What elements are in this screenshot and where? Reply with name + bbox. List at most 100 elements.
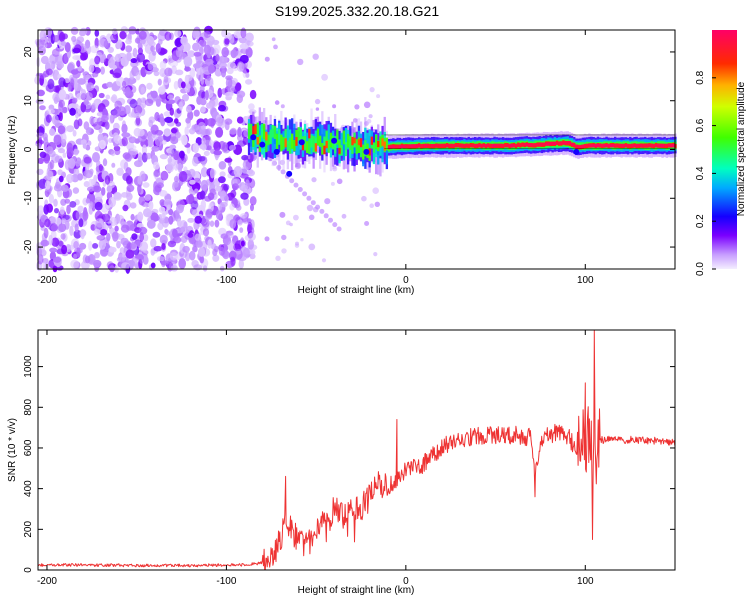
noise-cell: [139, 241, 149, 252]
noise-cell: [125, 45, 133, 53]
noise-cell: [45, 114, 52, 123]
noise-cell: [227, 240, 235, 251]
noise-cell: [53, 96, 59, 104]
noise-cell: [191, 124, 200, 131]
noise-cell: [42, 132, 48, 141]
noise-cell: [102, 158, 108, 167]
noise-cell: [79, 27, 88, 36]
noise-cell: [229, 129, 237, 135]
tone-cell: [338, 147, 341, 154]
noise-cell: [312, 53, 319, 60]
tone-cell: [314, 143, 317, 152]
noise-cell: [308, 214, 315, 221]
noise-cell: [129, 202, 137, 209]
noise-cell: [94, 191, 103, 200]
noise-cell: [197, 156, 206, 162]
noise-cell: [127, 77, 137, 85]
tone-core: [603, 143, 607, 148]
tone-core: [445, 143, 449, 148]
noise-cell: [108, 196, 117, 208]
noise-cell: [84, 255, 91, 264]
noise-cell: [169, 107, 174, 116]
y-tick-label: 10: [23, 95, 34, 107]
noise-cell: [70, 26, 79, 35]
tone-cell: [573, 148, 580, 155]
noise-cell: [187, 50, 196, 58]
noise-cell: [238, 37, 247, 44]
tone-cell: [329, 132, 333, 148]
noise-cell: [139, 254, 144, 264]
noise-cell: [46, 203, 53, 213]
noise-cell: [332, 166, 338, 172]
noise-cell: [49, 159, 55, 170]
noise-cell: [35, 98, 45, 105]
tone-cell: [293, 123, 296, 141]
x-tick-label: 100: [577, 275, 594, 286]
noise-cell: [226, 61, 236, 70]
noise-cell: [92, 71, 99, 78]
tone-core: [567, 141, 571, 145]
noise-cell: [114, 148, 121, 156]
tone-cell: [263, 123, 266, 140]
noise-cell: [234, 82, 242, 92]
noise-cell: [163, 111, 171, 117]
noise-cell: [159, 113, 164, 124]
noise-cell: [112, 72, 122, 79]
noise-cell: [145, 152, 152, 160]
noise-cell: [130, 213, 135, 221]
tone-core: [398, 144, 403, 149]
noise-cell: [173, 150, 180, 161]
noise-cell: [321, 73, 328, 81]
tone-core: [545, 142, 550, 146]
noise-cell: [58, 175, 64, 183]
noise-cell: [173, 175, 179, 183]
noise-cell: [180, 36, 188, 45]
noise-cell: [182, 94, 189, 102]
tone-cell: [342, 138, 345, 161]
noise-cell: [140, 86, 145, 94]
noise-cell: [159, 234, 168, 245]
noise-cell: [104, 175, 111, 185]
noise-cell: [161, 243, 166, 250]
noise-cell: [197, 121, 206, 132]
tone-core: [631, 143, 636, 148]
noise-cell: [138, 226, 148, 235]
noise-cell: [185, 117, 191, 124]
noise-cell: [213, 150, 222, 156]
noise-cell: [248, 103, 255, 111]
tone-core: [416, 144, 421, 148]
noise-cell: [330, 181, 335, 186]
noise-cell: [142, 256, 149, 265]
tone-cell: [372, 142, 376, 153]
noise-cell: [88, 178, 94, 187]
noise-cell: [147, 136, 154, 148]
tone-core: [506, 143, 510, 148]
noise-cell: [54, 208, 59, 214]
tone-core: [448, 143, 453, 148]
noise-cell: [183, 166, 188, 172]
noise-cell: [199, 190, 206, 200]
tone-cell: [349, 135, 352, 150]
noise-cell: [142, 182, 150, 188]
noise-cell: [150, 124, 159, 135]
tone-core: [646, 143, 650, 148]
noise-cell: [336, 178, 343, 185]
noise-cell: [121, 262, 130, 270]
noise-cell: [126, 175, 133, 184]
noise-cell: [184, 74, 189, 85]
noise-cell: [52, 256, 62, 263]
y-tick-label: -10: [23, 191, 34, 206]
noise-cell: [185, 251, 191, 262]
noise-cell: [192, 29, 200, 39]
noise-cell: [341, 213, 347, 219]
noise-cell: [157, 31, 167, 42]
noise-cell: [137, 175, 142, 185]
noise-cell: [219, 171, 226, 178]
noise-cell: [62, 106, 68, 114]
tone-cell: [275, 133, 279, 151]
tone-core: [481, 143, 485, 148]
tone-cell: [327, 139, 330, 153]
noise-cell: [113, 134, 122, 144]
noise-cell: [236, 90, 246, 98]
snr-y-ticks: 0 200 400 600 800 1000: [23, 355, 675, 573]
